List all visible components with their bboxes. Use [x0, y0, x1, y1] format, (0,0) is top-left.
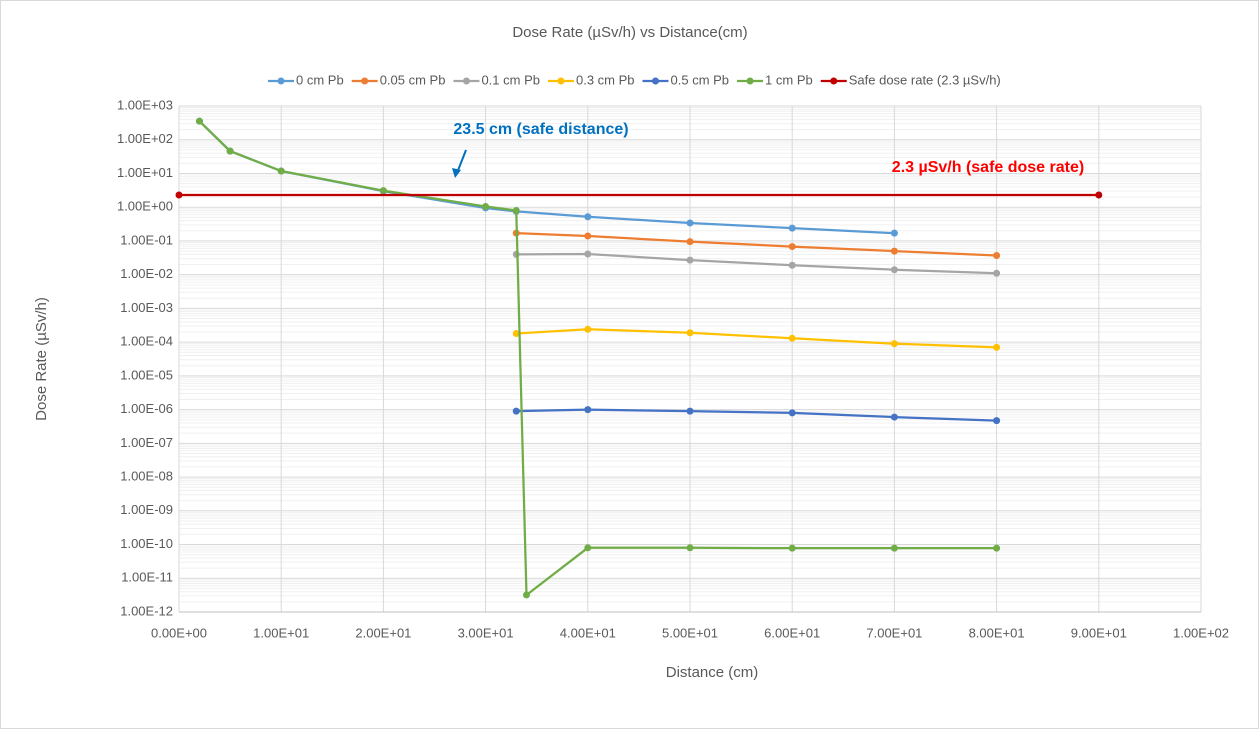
y-tick-label: 1.00E-09: [120, 502, 173, 517]
legend-label: Safe dose rate (2.3 µSv/h): [849, 72, 1001, 87]
data-point: [686, 544, 694, 552]
legend-marker: [361, 77, 369, 85]
data-point: [686, 329, 694, 337]
annotation-arrowhead: [452, 168, 461, 178]
data-point: [993, 269, 1001, 277]
x-tick-label: 2.00E+01: [355, 625, 411, 640]
data-point: [226, 147, 234, 155]
data-point: [522, 591, 530, 599]
data-point: [788, 261, 796, 269]
data-point: [584, 250, 592, 258]
y-tick-label: 1.00E-01: [120, 232, 173, 247]
series-line: [516, 328, 997, 349]
series-line: [198, 120, 997, 598]
legend-label: 0 cm Pb: [296, 72, 344, 87]
chart-title: Dose Rate (µSv/h) vs Distance(cm): [512, 24, 747, 41]
data-point: [175, 191, 183, 199]
data-point: [788, 544, 796, 552]
data-point: [379, 187, 387, 195]
data-point: [890, 229, 898, 237]
data-point: [482, 202, 490, 210]
x-tick-label: 1.00E+02: [1173, 625, 1229, 640]
annotation: 2.3 µSv/h (safe dose rate): [892, 159, 1084, 176]
data-point: [584, 213, 592, 221]
x-tick-label: 9.00E+01: [1071, 625, 1127, 640]
x-tick-label: 1.00E+01: [253, 625, 309, 640]
legend-marker: [462, 77, 470, 85]
data-point: [788, 243, 796, 251]
data-point: [584, 406, 592, 414]
data-point: [277, 167, 285, 175]
x-tick-label: 0.00E+00: [151, 625, 207, 640]
legend-label: 0.1 cm Pb: [481, 72, 540, 87]
annotation: 23.5 cm (safe distance): [453, 121, 628, 138]
legend-marker: [746, 77, 754, 85]
y-tick-label: 1.00E-08: [120, 469, 173, 484]
legend-label: 0.05 cm Pb: [380, 72, 446, 87]
data-point: [788, 224, 796, 232]
x-tick-label: 4.00E+01: [560, 625, 616, 640]
series-layer: [175, 117, 1103, 599]
data-point: [890, 544, 898, 552]
annotation-arrow: [456, 149, 467, 174]
data-point: [890, 340, 898, 348]
x-tick-label: 7.00E+01: [866, 625, 922, 640]
legend-marker: [277, 77, 285, 85]
y-tick-label: 1.00E-05: [120, 367, 173, 382]
data-point: [993, 417, 1001, 425]
legend-label: 0.3 cm Pb: [576, 72, 635, 87]
data-point: [512, 206, 520, 214]
grid: [178, 105, 1202, 613]
y-tick-label: 1.00E-04: [120, 334, 173, 349]
data-point: [584, 232, 592, 240]
x-tick-label: 5.00E+01: [662, 625, 718, 640]
y-tick-label: 1.00E+03: [117, 97, 173, 112]
data-point: [1095, 191, 1103, 199]
legend-marker: [830, 77, 838, 85]
data-point: [512, 407, 520, 415]
y-tick-label: 1.00E+01: [117, 165, 173, 180]
y-tick-label: 1.00E-12: [120, 603, 173, 618]
data-point: [584, 325, 592, 333]
data-point: [686, 219, 694, 227]
y-tick-label: 1.00E-07: [120, 435, 173, 450]
series-line: [516, 408, 997, 422]
data-point: [890, 247, 898, 255]
x-tick-label: 6.00E+01: [764, 625, 820, 640]
data-point: [686, 256, 694, 264]
y-tick-label: 1.00E+02: [117, 131, 173, 146]
data-point: [890, 266, 898, 274]
y-tick-label: 1.00E-06: [120, 401, 173, 416]
legend-label: 1 cm Pb: [765, 72, 813, 87]
data-point: [686, 238, 694, 246]
x-tick-label: 3.00E+01: [458, 625, 514, 640]
data-point: [788, 409, 796, 417]
data-point: [788, 334, 796, 342]
data-point: [890, 413, 898, 421]
legend-marker: [652, 77, 660, 85]
data-point: [993, 251, 1001, 259]
data-point: [195, 117, 203, 125]
y-tick-label: 1.00E-02: [120, 266, 173, 281]
y-tick-label: 1.00E-10: [120, 536, 173, 551]
data-point: [686, 407, 694, 415]
data-point: [993, 544, 1001, 552]
series-line: [516, 232, 997, 257]
data-point: [584, 544, 592, 552]
x-tick-label: 8.00E+01: [969, 625, 1025, 640]
series-line: [516, 252, 997, 275]
legend-label: 0.5 cm Pb: [671, 72, 730, 87]
data-point: [993, 343, 1001, 351]
x-axis-title: Distance (cm): [666, 664, 759, 681]
legend-marker: [557, 77, 565, 85]
y-tick-label: 1.00E+00: [117, 199, 173, 214]
y-tick-label: 1.00E-11: [121, 570, 173, 585]
y-tick-label: 1.00E-03: [120, 300, 173, 315]
y-axis-title: Dose Rate (µSv/h): [33, 297, 50, 421]
data-point: [512, 330, 520, 338]
